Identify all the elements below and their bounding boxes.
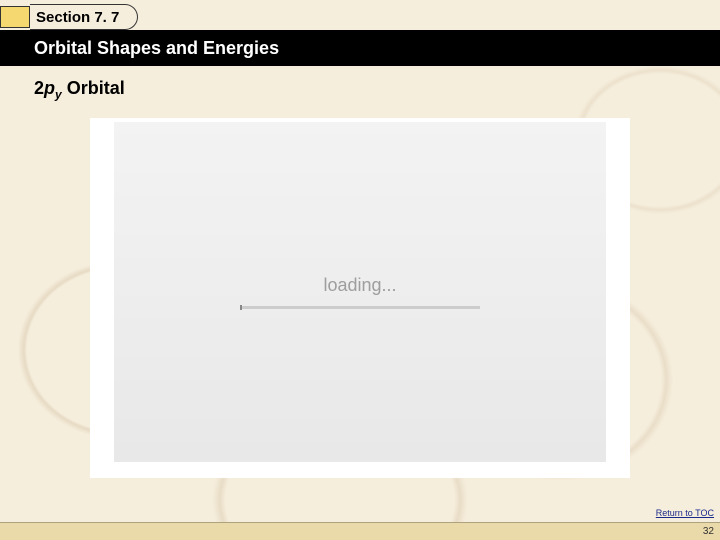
page-number: 32 [703,526,714,537]
subtitle-bar: Orbital Shapes and Energies [0,30,720,66]
section-label: Section 7. 7 [36,9,119,26]
title-suffix: Orbital [62,78,125,98]
section-color-block [0,6,30,28]
loading-label: loading... [323,275,396,296]
title-p: p [44,78,55,98]
media-placeholder: loading... [114,122,606,462]
subtitle-text: Orbital Shapes and Energies [34,38,279,59]
title-subscript: y [55,88,62,102]
footer-bar: 32 [0,522,720,540]
title-prefix: 2 [34,78,44,98]
media-container: loading... [90,118,630,478]
section-label-wrap: Section 7. 7 [30,4,138,30]
return-to-toc-link[interactable]: Return to TOC [656,508,714,518]
section-tab: Section 7. 7 [0,4,138,30]
content-title: 2py Orbital [34,78,125,102]
loading-progress-bar [240,306,480,309]
